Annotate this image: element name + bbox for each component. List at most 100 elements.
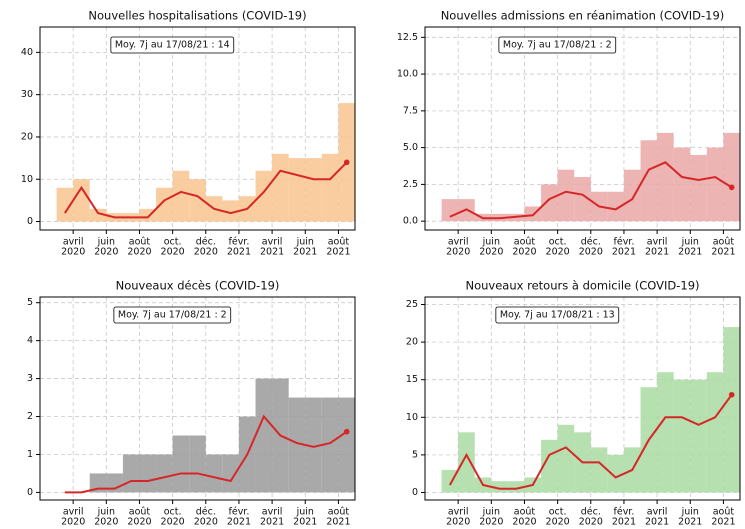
subplot: Nouveaux décès (COVID-19)012345avril2020… bbox=[27, 279, 356, 528]
x-tick-label: avril bbox=[262, 237, 283, 248]
bar bbox=[139, 454, 157, 493]
axes-frame bbox=[424, 26, 741, 231]
bar bbox=[723, 132, 740, 222]
x-tick-label: févr. bbox=[229, 237, 250, 248]
bar bbox=[205, 454, 223, 493]
x-tick-label: 2021 bbox=[326, 247, 350, 258]
x-tick-label: avril bbox=[448, 507, 469, 518]
x-tick-label: 2021 bbox=[645, 247, 669, 258]
y-tick-label: 0 bbox=[27, 487, 33, 498]
y-tick-label: 25 bbox=[406, 299, 418, 310]
bar bbox=[255, 378, 273, 493]
last-value-dot bbox=[728, 184, 735, 191]
x-tick-label: 2020 bbox=[446, 247, 470, 258]
bar bbox=[507, 481, 525, 493]
y-tick-label: 0.0 bbox=[403, 216, 418, 227]
x-tick-label: 2021 bbox=[678, 517, 702, 528]
bar bbox=[657, 132, 674, 222]
x-tick-label: 2021 bbox=[612, 517, 636, 528]
annotation-box bbox=[495, 306, 620, 324]
y-tick-label: 20 bbox=[21, 131, 33, 142]
x-tick-label: 2020 bbox=[161, 247, 185, 258]
x-tick-label: oct. bbox=[164, 237, 182, 248]
x-tick-label: août bbox=[328, 507, 350, 518]
subplot-title: Nouvelles hospitalisations (COVID-19) bbox=[88, 9, 306, 23]
y-tick-label: 10.0 bbox=[397, 69, 418, 80]
x-tick-label: 2021 bbox=[326, 517, 350, 528]
x-tick-label: août bbox=[514, 507, 536, 518]
x-tick-label: déc. bbox=[581, 237, 601, 248]
moving-average-line bbox=[64, 161, 348, 219]
x-tick-label: déc. bbox=[196, 237, 216, 248]
x-tick-label: juin bbox=[296, 237, 314, 248]
x-tick-label: avril bbox=[647, 237, 668, 248]
bar bbox=[321, 153, 339, 222]
annotation: Moy. 7j au 17/08/21 : 2 bbox=[118, 310, 227, 321]
y-tick-label: 5.0 bbox=[403, 142, 418, 153]
x-tick-label: 2021 bbox=[711, 517, 735, 528]
bar bbox=[222, 454, 239, 493]
bar bbox=[288, 158, 306, 222]
bar bbox=[706, 372, 724, 493]
subplot: Nouvelles admissions en réanimation (COV… bbox=[397, 9, 741, 258]
x-tick-label: 2020 bbox=[161, 517, 185, 528]
x-tick-label: oct. bbox=[549, 507, 567, 518]
x-tick-label: avril bbox=[63, 237, 84, 248]
bar bbox=[690, 154, 707, 222]
x-tick-label: 2020 bbox=[546, 517, 570, 528]
bar bbox=[305, 158, 322, 222]
bar bbox=[706, 147, 724, 222]
x-tick-label: 2020 bbox=[512, 517, 536, 528]
x-tick-label: 2021 bbox=[227, 247, 251, 258]
x-tick-label: 2020 bbox=[479, 247, 503, 258]
x-tick-label: 2021 bbox=[612, 247, 636, 258]
x-tick-label: 2020 bbox=[127, 247, 151, 258]
y-tick-label: 1 bbox=[27, 449, 33, 460]
bar bbox=[723, 327, 740, 493]
x-tick-label: août bbox=[514, 237, 536, 248]
x-tick-label: avril bbox=[63, 507, 84, 518]
y-tick-label: 2 bbox=[27, 411, 33, 422]
bar bbox=[189, 179, 206, 222]
bar bbox=[673, 147, 691, 222]
x-tick-label: 2021 bbox=[678, 247, 702, 258]
x-tick-label: août bbox=[129, 507, 151, 518]
axes-frame bbox=[424, 296, 741, 501]
x-tick-label: 2020 bbox=[479, 517, 503, 528]
bar bbox=[607, 454, 624, 493]
x-tick-label: févr. bbox=[229, 507, 250, 518]
last-value-dot bbox=[343, 428, 350, 435]
bar bbox=[122, 454, 140, 493]
y-tick-label: 4 bbox=[27, 335, 33, 346]
axes-frame bbox=[39, 296, 356, 501]
y-tick-label: 15 bbox=[406, 374, 418, 385]
bar bbox=[640, 140, 658, 222]
x-tick-label: 2020 bbox=[546, 247, 570, 258]
moving-average-line bbox=[64, 414, 348, 494]
bar bbox=[673, 379, 691, 493]
x-tick-label: oct. bbox=[549, 237, 567, 248]
y-tick-label: 30 bbox=[21, 89, 33, 100]
x-tick-label: 2021 bbox=[260, 247, 284, 258]
x-tick-label: août bbox=[129, 237, 151, 248]
x-tick-label: 2020 bbox=[194, 517, 218, 528]
x-tick-label: juin bbox=[97, 237, 115, 248]
x-tick-label: 2020 bbox=[579, 517, 603, 528]
bar bbox=[172, 170, 190, 222]
moving-average-line bbox=[448, 394, 733, 490]
bar bbox=[557, 169, 575, 222]
x-tick-label: août bbox=[713, 507, 735, 518]
x-tick-label: juin bbox=[97, 507, 115, 518]
bar bbox=[607, 191, 624, 222]
x-tick-label: févr. bbox=[614, 507, 635, 518]
bar bbox=[172, 435, 190, 493]
bar bbox=[557, 424, 575, 493]
axes-frame bbox=[39, 26, 356, 231]
bar bbox=[222, 200, 239, 222]
bar bbox=[590, 447, 608, 493]
x-tick-label: 2020 bbox=[512, 247, 536, 258]
y-tick-label: 0 bbox=[412, 487, 418, 498]
bar bbox=[305, 397, 322, 493]
subplot-title: Nouveaux décès (COVID-19) bbox=[116, 279, 280, 293]
